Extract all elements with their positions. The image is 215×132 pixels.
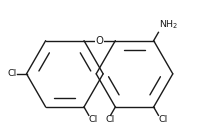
Text: Cl: Cl (89, 115, 98, 124)
Text: Cl: Cl (158, 115, 168, 124)
Text: Cl: Cl (106, 115, 115, 124)
Text: Cl: Cl (8, 69, 17, 78)
Text: NH$_2$: NH$_2$ (159, 19, 179, 32)
Text: O: O (96, 36, 104, 46)
